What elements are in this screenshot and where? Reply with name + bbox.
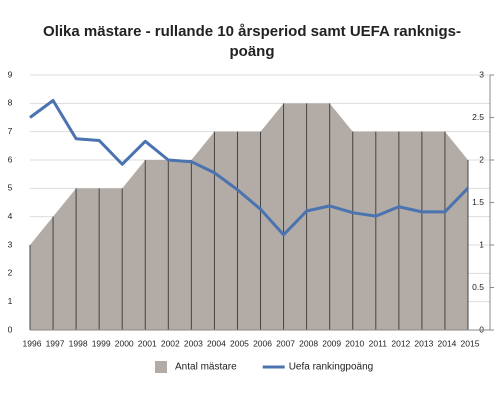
x-tick-label: 2013 [414,338,433,348]
y2-tick-label: 2.5 [472,112,484,122]
y2-tick-label: 1.5 [472,197,484,207]
x-tick-label: 2015 [461,338,480,348]
x-tick-label: 2006 [253,338,272,348]
y-tick-label: 4 [8,211,13,221]
x-tick-label: 1998 [69,338,88,348]
legend-label: Antal mästare [175,362,237,373]
y-tick-label: 6 [8,154,13,164]
y2-tick-label: 0 [479,324,484,334]
x-tick-label: 1997 [46,338,65,348]
chart-title: poäng [230,43,275,60]
y-tick-label: 7 [8,126,13,136]
y2-tick-label: 0.5 [472,282,484,292]
x-tick-label: 2000 [115,338,134,348]
x-tick-label: 2008 [299,338,318,348]
legend-label: Uefa rankingpoäng [289,362,374,373]
line [29,99,470,237]
x-tick-label: 2001 [138,338,157,348]
x-tick-label: 2012 [391,338,410,348]
x-tick-label: 2014 [437,338,456,348]
y-tick-label: 3 [8,239,13,249]
x-tick-label: 1999 [92,338,111,348]
y-tick-label: 0 [8,324,13,334]
y2-tick-label: 1 [479,239,484,249]
y-tick-label: 8 [8,98,13,108]
y2-tick-label: 3 [479,69,484,79]
x-tick-label: 2009 [322,338,341,348]
chart-title: Olika mästare - rullande 10 årsperiod sa… [43,23,461,40]
area [30,103,468,330]
x-tick-label: 2007 [276,338,295,348]
x-tick-label: 1996 [23,338,42,348]
x-tick-label: 2004 [207,338,226,348]
x-tick-label: 2002 [161,338,180,348]
x-tick-label: 2011 [369,338,388,348]
y2-tick-label: 2 [479,154,484,164]
y-tick-label: 5 [8,183,13,193]
x-tick-label: 2005 [230,338,249,348]
legend-swatch [155,361,167,373]
y-tick-label: 2 [8,268,13,278]
y-tick-label: 1 [8,296,13,306]
x-tick-label: 2010 [345,338,364,348]
y-tick-label: 9 [8,69,13,79]
x-tick-label: 2003 [184,338,203,348]
